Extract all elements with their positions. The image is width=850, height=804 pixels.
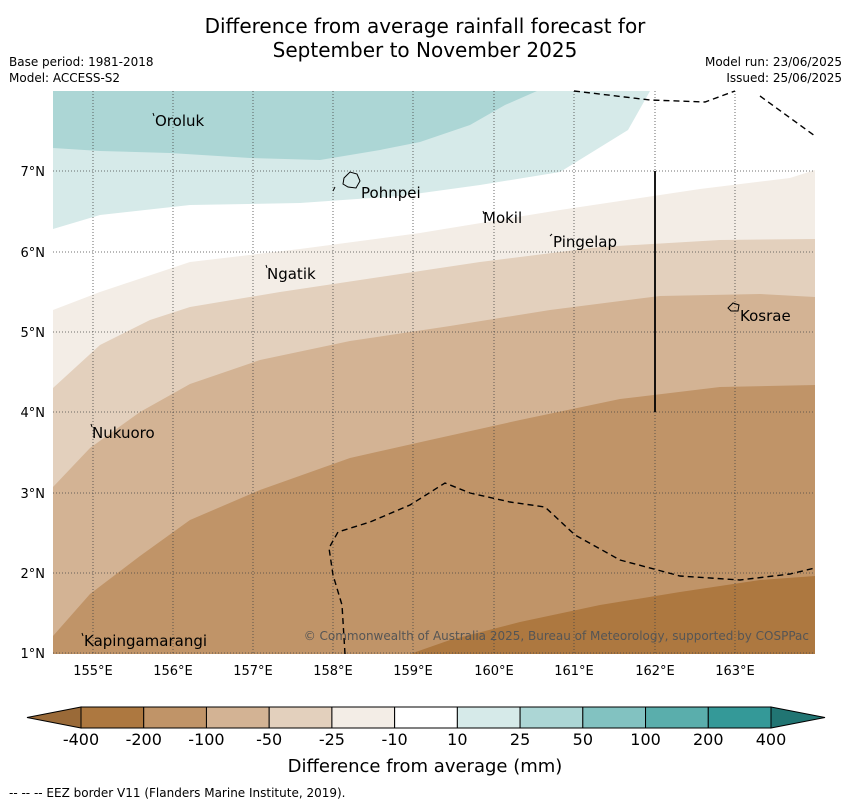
band-minus-100 xyxy=(53,385,815,654)
colorbar-tick-label: -200 xyxy=(125,730,162,749)
lon-label: 161°E xyxy=(554,664,594,679)
colorbar-tick-label: 100 xyxy=(630,730,661,749)
title-line-1: Difference from average rainfall forecas… xyxy=(204,14,646,38)
colorbar-cell xyxy=(456,706,521,729)
colorbar-tick-label: -25 xyxy=(318,730,345,749)
lon-label: 162°E xyxy=(635,664,675,679)
colorbar-extend-low xyxy=(26,706,82,729)
colorbar-cell xyxy=(394,706,458,729)
colorbar-tick-label: -400 xyxy=(62,730,100,749)
lat-label: 1°N xyxy=(21,647,46,662)
colorbar-cell xyxy=(143,706,207,729)
islands xyxy=(81,112,740,637)
lat-label: 5°N xyxy=(21,326,46,341)
copyright-notice: © Commonwealth of Australia 2025, Bureau… xyxy=(304,629,809,643)
colorbar-cell xyxy=(645,706,709,729)
pohnpei-island-shape xyxy=(342,171,361,189)
lat-label: 6°N xyxy=(21,246,46,261)
place-ngatik: Ngatik xyxy=(267,265,316,283)
lon-label: 158°E xyxy=(313,664,353,679)
kosrae-island-shape xyxy=(727,302,740,312)
place-pingelap: Pingelap xyxy=(553,233,617,251)
title-line-2: September to November 2025 xyxy=(272,38,578,62)
colorbar-cell xyxy=(331,706,396,729)
place-oroluk: Oroluk xyxy=(155,112,204,130)
colorbar-tick-label: 10 xyxy=(447,730,468,749)
colorbar-tick-label: -50 xyxy=(256,730,283,749)
lat-label: 4°N xyxy=(21,406,46,421)
lon-label: 157°E xyxy=(233,664,273,679)
issued-date: Issued: 25/06/2025 xyxy=(726,71,842,85)
lon-tick-labels: 155°E 156°E 157°E 158°E 159°E 160°E 161°… xyxy=(73,664,755,679)
colorbar-tick-label: -10 xyxy=(381,730,408,749)
colorbar-cell xyxy=(707,706,772,729)
rainfall-map: Oroluk Pohnpei Mokil Pingelap Ngatik Kos… xyxy=(21,90,816,679)
place-mokil: Mokil xyxy=(483,209,522,227)
colorbar-cell xyxy=(519,706,584,729)
lat-label: 3°N xyxy=(21,487,46,502)
place-labels: Oroluk Pohnpei Mokil Pingelap Ngatik Kos… xyxy=(84,112,791,650)
place-nukuoro: Nukuoro xyxy=(92,424,155,442)
eez-border xyxy=(328,90,816,655)
colorbar-tick-label: -100 xyxy=(188,730,225,749)
colorbar-tick-label: 50 xyxy=(572,730,593,749)
colorbar-extend-high xyxy=(770,706,826,729)
base-period: Base period: 1981-2018 xyxy=(9,55,154,69)
colorbar-cell xyxy=(582,706,647,729)
lat-tick-labels: 7°N 6°N 5°N 4°N 3°N 2°N 1°N xyxy=(21,165,46,662)
lon-label: 159°E xyxy=(393,664,433,679)
colorbar-title: Difference from average (mm) xyxy=(287,756,563,777)
lon-label: 163°E xyxy=(715,664,755,679)
colorbar-cell xyxy=(80,706,145,729)
model-run: Model run: 23/06/2025 xyxy=(704,55,842,69)
colorbar-cell xyxy=(268,706,333,729)
model-name: Model: ACCESS-S2 xyxy=(9,71,121,85)
eez-footnote: -- -- -- EEZ border V11 (Flanders Marine… xyxy=(9,786,346,800)
lat-label: 7°N xyxy=(21,165,46,180)
lon-label: 156°E xyxy=(153,664,193,679)
lat-label: 2°N xyxy=(21,567,46,582)
colorbar-tick-label: 400 xyxy=(755,730,787,749)
place-pohnpei: Pohnpei xyxy=(361,184,421,202)
place-kosrae: Kosrae xyxy=(740,307,791,325)
place-kapingamarangi: Kapingamarangi xyxy=(84,632,207,650)
colorbar-cell xyxy=(205,706,270,729)
lon-label: 155°E xyxy=(73,664,113,679)
colorbar-tick-label: 200 xyxy=(692,730,724,749)
lon-label: 160°E xyxy=(474,664,514,679)
band-minus-200 xyxy=(410,576,815,654)
contour-fills xyxy=(53,91,815,654)
band-plus-25 xyxy=(53,91,537,160)
colorbar-tick-label: 25 xyxy=(509,730,531,749)
